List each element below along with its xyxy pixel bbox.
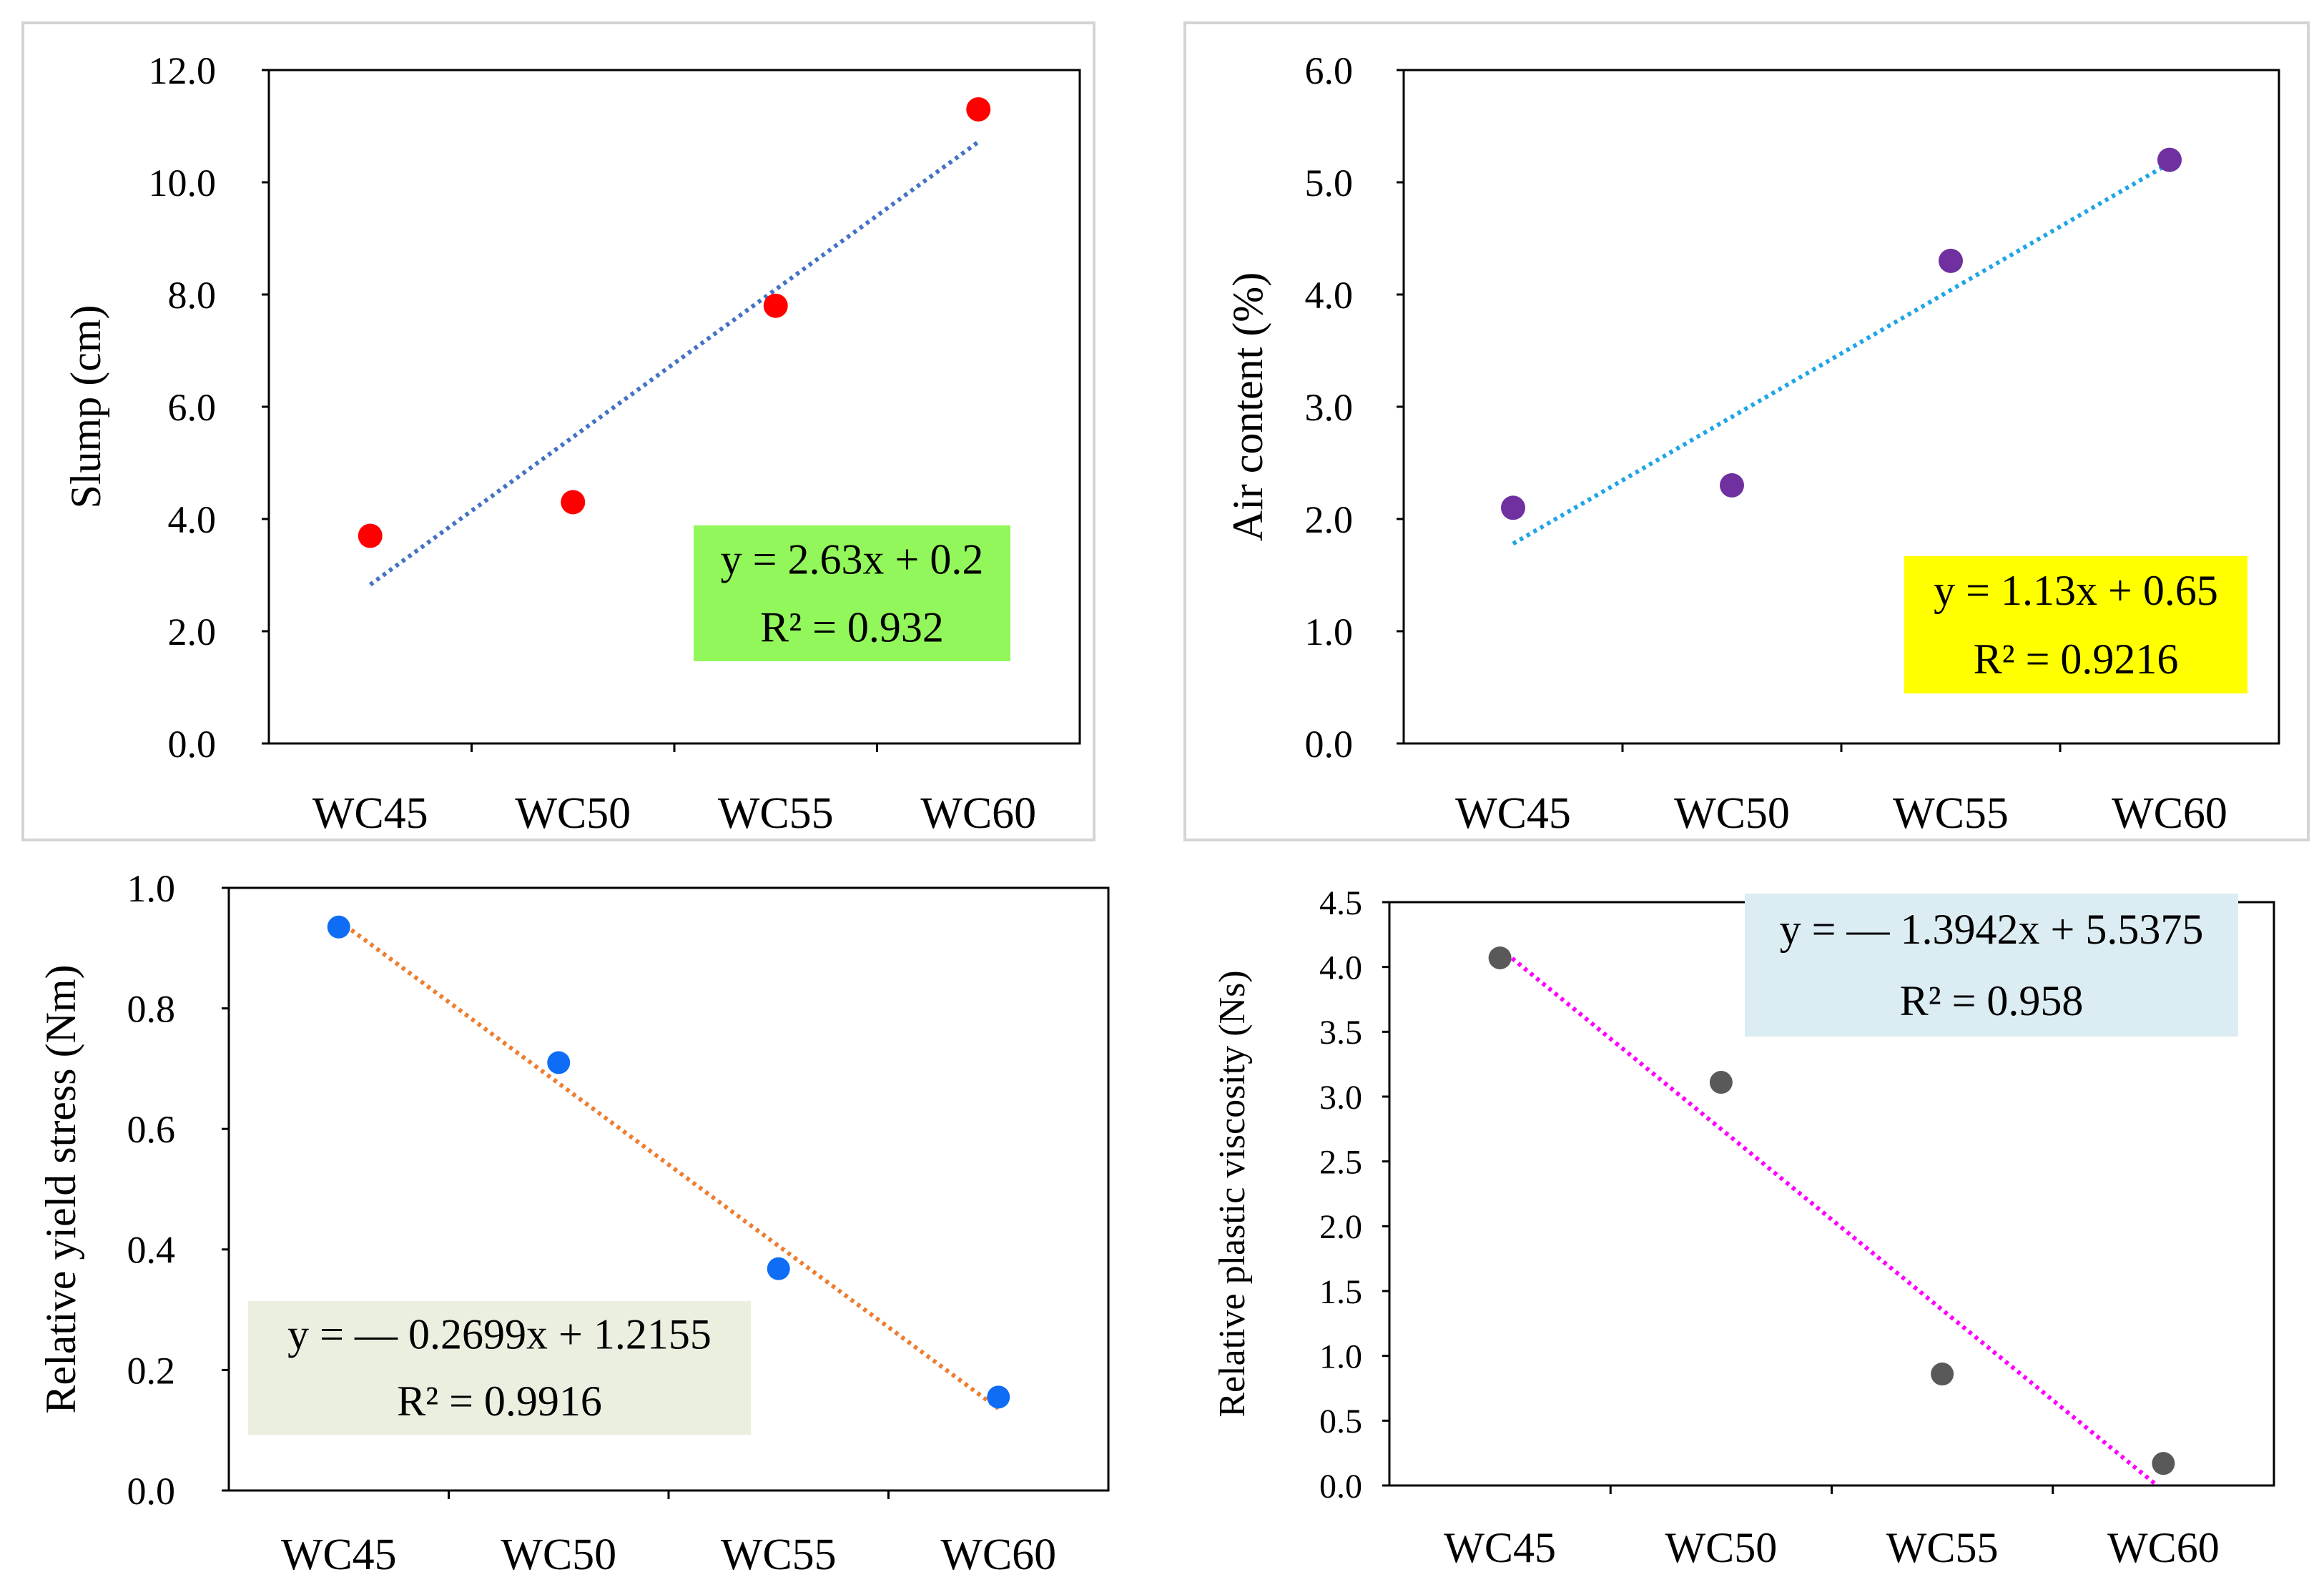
y-tick-label: 4.0 [1305, 274, 1354, 317]
chart-panel-3: 0.0 0.2 0.4 0.6 0.8 1.0 WC45 WC50 WC55 WC60 Relati… [37, 867, 1110, 1579]
x-category-label: WC55 [718, 789, 834, 838]
y-axis-title: Air content (%) [1224, 272, 1271, 542]
y-axis-title: Relative yield stress (Nm) [37, 964, 84, 1413]
y-tick-label: 4.0 [1319, 949, 1362, 987]
y-tick-label: 6.0 [168, 386, 217, 429]
y-tick-label: 5.0 [1305, 162, 1354, 204]
y-tick-label: 6.0 [1305, 49, 1354, 92]
x-category-label: WC60 [940, 1531, 1056, 1579]
x-category-label: WC55 [1893, 789, 2009, 838]
trendline [368, 140, 980, 587]
data-point [987, 1385, 1010, 1409]
data-point [547, 1051, 571, 1074]
regression-equation: y = — 0.2699x + 1.2155 [287, 1311, 712, 1358]
chart-panel-2: 0.0 1.0 2.0 3.0 4.0 5.0 6.0 WC45 WC50 WC55 WC60 Air… [1183, 21, 2310, 841]
y-tick-label: 8.0 [168, 274, 217, 317]
x-category-label: WC55 [721, 1531, 837, 1579]
data-point [1488, 946, 1512, 969]
x-category-label: WC45 [1444, 1524, 1556, 1571]
regression-equation: y = — 1.3942x + 5.5375 [1780, 906, 2204, 953]
x-category-label: WC50 [515, 789, 631, 838]
y-tick-label: 0.4 [127, 1229, 176, 1272]
y-tick-label: 0.0 [168, 723, 217, 766]
chart-outer-frame [1183, 21, 2310, 841]
data-point [1939, 248, 1963, 273]
y-tick-label: 2.0 [168, 610, 217, 653]
equation-box [1745, 894, 2238, 1037]
y-tick-label: 0.0 [1319, 1468, 1362, 1506]
y-tick-label: 0.6 [127, 1108, 176, 1151]
y-tick-label: 3.0 [1305, 386, 1354, 429]
data-point [358, 523, 383, 548]
x-category-label: WC55 [1886, 1524, 1999, 1571]
x-category-label: WC45 [281, 1531, 397, 1579]
chart-outer-frame [21, 21, 1095, 841]
data-point [561, 490, 586, 515]
y-axis-title: Relative plastic viscosity (Ns) [1212, 970, 1253, 1417]
regression-equation: y = 2.63x + 0.2 [721, 535, 984, 583]
data-point [1720, 473, 1744, 498]
data-point [2157, 147, 2182, 172]
y-tick-label: 0.2 [127, 1349, 176, 1392]
trendline [337, 919, 1000, 1410]
y-tick-label: 0.0 [1305, 723, 1354, 766]
y-tick-label: 4.5 [1319, 884, 1362, 922]
y-tick-label: 2.0 [1305, 498, 1354, 541]
x-category-label: WC45 [1455, 789, 1571, 838]
y-axis-title: Slump (cm) [62, 305, 109, 509]
y-tick-label: 0.5 [1319, 1403, 1362, 1440]
y-tick-label: 4.0 [168, 498, 217, 541]
y-tick-label: 0.8 [127, 988, 176, 1031]
equation-box [1904, 556, 2247, 693]
y-tick-label: 1.5 [1319, 1273, 1362, 1311]
equation-box [248, 1301, 751, 1435]
data-point [2152, 1452, 2175, 1475]
trendline [1512, 161, 2171, 546]
x-category-label: WC60 [2107, 1524, 2220, 1571]
r-squared-label: R² = 0.9216 [1974, 636, 2179, 683]
y-tick-label: 1.0 [127, 867, 176, 910]
y-tick-label: 2.0 [1319, 1208, 1362, 1246]
y-tick-label: 2.5 [1319, 1143, 1362, 1181]
x-category-label: WC60 [2112, 789, 2227, 838]
regression-equation: y = 1.13x + 0.65 [1934, 567, 2218, 614]
x-category-label: WC60 [920, 789, 1036, 838]
data-point [767, 1257, 790, 1280]
y-tick-label: 3.5 [1319, 1014, 1362, 1052]
y-tick-label: 12.0 [149, 49, 217, 92]
y-tick-label: 10.0 [149, 162, 217, 204]
x-category-label: WC50 [501, 1531, 616, 1579]
x-category-label: WC45 [312, 789, 428, 838]
y-tick-label: 1.0 [1319, 1338, 1362, 1375]
chart-panel-1: 0.0 2.0 4.0 6.0 8.0 10.0 12.0 WC45 WC50 WC55 WC60 S… [21, 21, 1095, 841]
r-squared-label: R² = 0.9916 [397, 1378, 602, 1425]
data-point [966, 97, 991, 122]
r-squared-label: R² = 0.932 [760, 603, 944, 651]
chart-panel-4: 0.0 0.5 1.0 1.5 2.0 2.5 3.0 3.5 4.0 4.5 WC45 WC50 WC… [1212, 884, 2275, 1571]
y-tick-label: 1.0 [1305, 610, 1354, 653]
data-point [327, 915, 350, 939]
y-tick-label: 3.0 [1319, 1079, 1362, 1117]
data-point [763, 293, 788, 318]
data-point [1931, 1363, 1954, 1386]
x-category-label: WC50 [1674, 789, 1790, 838]
y-tick-label: 0.0 [127, 1470, 176, 1513]
equation-box [694, 525, 1010, 661]
r-squared-label: R² = 0.958 [1900, 977, 2084, 1024]
x-category-label: WC50 [1665, 1524, 1778, 1571]
data-point [1709, 1071, 1733, 1094]
data-point [1501, 495, 1525, 520]
